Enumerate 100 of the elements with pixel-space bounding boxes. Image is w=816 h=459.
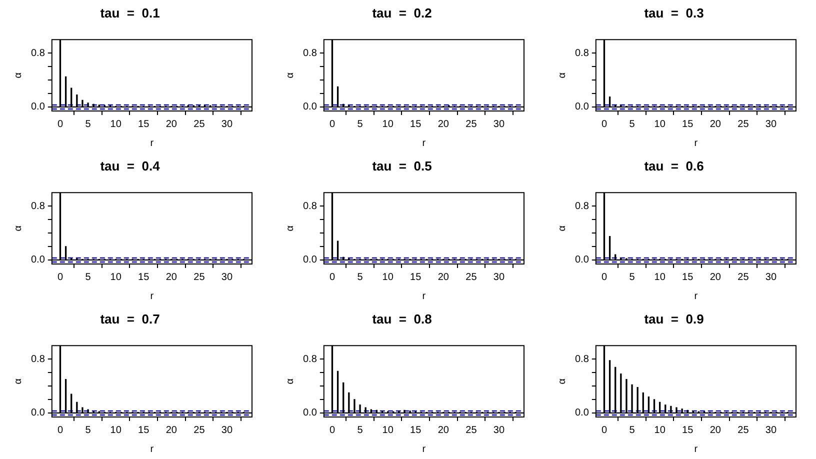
x-tick-label: 10 — [654, 424, 666, 436]
x-tick-label: 20 — [710, 118, 722, 130]
y-tick-label: 0.8 — [30, 354, 46, 365]
y-axis-title: α — [556, 72, 568, 78]
chart-title: tau = 0.3 — [644, 5, 704, 20]
x-tick-label: 0 — [329, 272, 336, 283]
x-axis-title: r — [422, 444, 426, 455]
chart-title: tau = 0.5 — [372, 158, 432, 174]
x-tick-label: 30 — [493, 272, 505, 283]
x-tick-label: 10 — [654, 118, 666, 130]
x-tick-label: 10 — [382, 118, 394, 130]
x-tick-label: 25 — [194, 272, 206, 283]
y-axis-title: α — [284, 225, 296, 232]
chart-title: tau = 0.2 — [372, 5, 432, 20]
x-tick-label: 0 — [329, 424, 336, 436]
x-tick-label: 10 — [110, 118, 122, 130]
x-tick-label: 5 — [357, 118, 364, 130]
x-tick-label: 5 — [629, 424, 636, 436]
x-tick-label: 25 — [466, 272, 478, 283]
x-tick-label: 30 — [221, 118, 233, 130]
y-axis-title: α — [12, 378, 24, 384]
x-tick-label: 10 — [382, 272, 394, 283]
x-axis-title: r — [150, 138, 154, 149]
y-tick-label: 0.8 — [302, 48, 318, 59]
x-tick-label: 5 — [629, 118, 636, 130]
y-tick-label: 0.0 — [302, 102, 318, 113]
x-tick-label: 5 — [85, 272, 92, 283]
x-tick-label: 25 — [194, 118, 206, 130]
x-tick-label: 30 — [221, 424, 233, 436]
x-axis-title: r — [422, 138, 426, 149]
x-tick-label: 10 — [382, 424, 394, 436]
x-tick-label: 25 — [466, 424, 478, 436]
x-tick-label: 20 — [438, 272, 450, 283]
y-tick-label: 0.8 — [30, 48, 46, 59]
x-tick-label: 10 — [654, 272, 666, 283]
x-tick-label: 20 — [166, 118, 178, 130]
x-tick-label: 15 — [682, 424, 694, 436]
x-tick-label: 5 — [629, 272, 636, 283]
x-tick-label: 5 — [85, 118, 92, 130]
y-tick-label: 0.0 — [574, 254, 590, 266]
x-tick-label: 25 — [194, 424, 206, 436]
y-tick-label: 0.8 — [30, 200, 46, 212]
x-tick-label: 0 — [601, 118, 608, 130]
y-tick-label: 0.8 — [302, 200, 318, 212]
y-axis-title: α — [556, 225, 568, 232]
x-tick-label: 0 — [57, 424, 64, 436]
y-axis-title: α — [284, 378, 296, 384]
x-tick-label: 15 — [682, 272, 694, 283]
x-tick-label: 25 — [738, 272, 750, 283]
x-tick-label: 20 — [166, 424, 178, 436]
y-tick-label: 0.0 — [30, 408, 46, 419]
x-axis-title: r — [150, 444, 154, 455]
x-tick-label: 25 — [738, 118, 750, 130]
x-axis-title: r — [694, 290, 698, 302]
chart-title: tau = 0.4 — [100, 158, 161, 174]
x-tick-label: 0 — [601, 272, 608, 283]
x-tick-label: 25 — [738, 424, 750, 436]
y-tick-label: 0.0 — [574, 408, 590, 419]
x-tick-label: 0 — [329, 118, 336, 130]
x-tick-label: 30 — [765, 118, 777, 130]
x-tick-label: 20 — [438, 424, 450, 436]
y-tick-label: 0.8 — [574, 48, 590, 59]
x-tick-label: 5 — [357, 424, 364, 436]
x-tick-label: 30 — [493, 424, 505, 436]
x-tick-label: 30 — [221, 272, 233, 283]
chart-title: tau = 0.7 — [100, 311, 160, 326]
chart-title: tau = 0.1 — [100, 5, 160, 20]
x-tick-label: 15 — [138, 272, 150, 283]
x-axis-title: r — [150, 290, 154, 302]
y-axis-title: α — [12, 72, 24, 78]
x-axis-title: r — [694, 138, 698, 149]
x-tick-label: 15 — [682, 118, 694, 130]
x-tick-label: 0 — [601, 424, 608, 436]
x-tick-label: 15 — [138, 424, 150, 436]
y-tick-label: 0.0 — [30, 102, 46, 113]
y-axis-title: α — [284, 72, 296, 78]
x-tick-label: 15 — [410, 424, 422, 436]
x-tick-label: 5 — [85, 424, 92, 436]
x-tick-label: 15 — [138, 118, 150, 130]
x-tick-label: 15 — [410, 272, 422, 283]
y-axis-title: α — [12, 225, 24, 232]
x-tick-label: 30 — [765, 424, 777, 436]
x-tick-label: 25 — [466, 118, 478, 130]
x-axis-title: r — [422, 290, 426, 302]
x-tick-label: 0 — [57, 272, 64, 283]
y-tick-label: 0.8 — [574, 354, 590, 365]
x-axis-title: r — [694, 444, 698, 455]
x-tick-label: 30 — [765, 272, 777, 283]
x-tick-label: 20 — [166, 272, 178, 283]
y-tick-label: 0.0 — [30, 254, 46, 266]
x-tick-label: 20 — [438, 118, 450, 130]
x-tick-label: 10 — [110, 272, 122, 283]
y-axis-title: α — [556, 378, 568, 384]
y-tick-label: 0.8 — [302, 354, 318, 365]
chart-title: tau = 0.9 — [644, 311, 704, 326]
y-tick-label: 0.8 — [574, 200, 590, 212]
x-tick-label: 15 — [410, 118, 422, 130]
x-tick-label: 5 — [357, 272, 364, 283]
x-tick-label: 0 — [57, 118, 64, 130]
y-tick-label: 0.0 — [574, 102, 590, 113]
